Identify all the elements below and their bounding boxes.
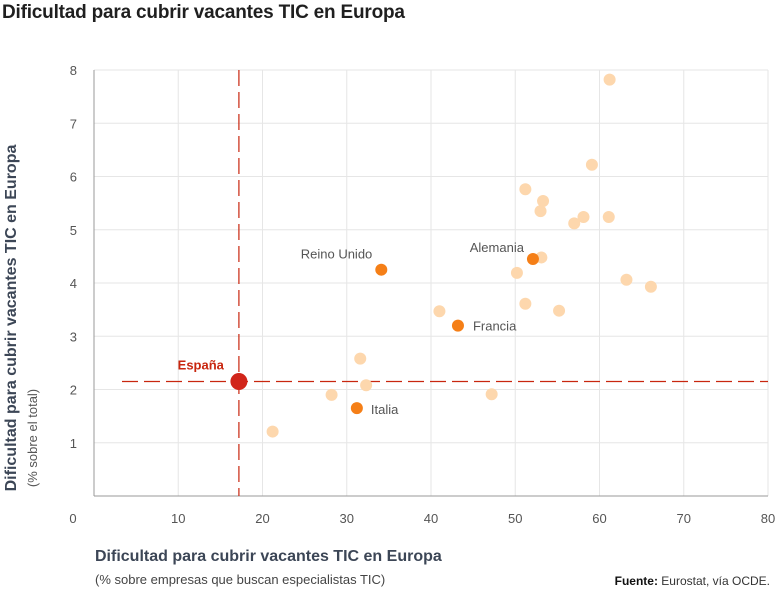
point-espana <box>230 373 248 391</box>
country-point <box>577 210 590 223</box>
country-point <box>519 183 532 196</box>
y-tick-label: 6 <box>70 170 77 185</box>
x-tick-label: 80 <box>761 511 775 526</box>
country-point <box>485 388 498 401</box>
country-point <box>553 304 566 317</box>
point-alemania <box>526 253 539 266</box>
x-axis-sublabel: (% sobre empresas que buscan especialist… <box>95 572 386 587</box>
country-point <box>519 297 532 310</box>
country-point <box>620 273 633 286</box>
x-tick-label: 40 <box>424 511 438 526</box>
y-tick-label: 7 <box>70 116 77 131</box>
point-francia <box>451 319 464 332</box>
label-reino-unido: Reino Unido <box>301 247 373 262</box>
x-tick-label: 50 <box>508 511 522 526</box>
x-tick-label: 70 <box>677 511 691 526</box>
y-axis-label: Dificultad para cubrir vacantes TIC en E… <box>3 145 20 492</box>
country-point <box>360 379 373 392</box>
y-tick-label: 8 <box>70 63 77 78</box>
label-alemania: Alemania <box>470 240 525 255</box>
country-point <box>644 280 657 293</box>
country-point <box>534 205 547 218</box>
reference-lines <box>122 70 768 496</box>
country-point <box>568 217 581 230</box>
country-point <box>603 73 616 86</box>
tick-labels: 0 10 20 30 40 50 60 70 80 1 2 3 4 5 6 7 8 <box>69 63 775 526</box>
y-tick-label: 4 <box>70 276 77 291</box>
x-tick-label: 20 <box>255 511 269 526</box>
grid <box>93 69 769 497</box>
point-labels: España Reino Unido Alemania Francia Italia <box>178 240 525 417</box>
x-tick-label: 30 <box>340 511 354 526</box>
country-point <box>602 210 615 223</box>
source-label: Fuente: <box>614 574 658 588</box>
country-point <box>266 425 279 438</box>
label-italia: Italia <box>371 402 399 417</box>
country-point <box>585 158 598 171</box>
country-point <box>433 305 446 318</box>
country-point <box>537 194 550 207</box>
y-tick-label: 5 <box>70 223 77 238</box>
point-italia <box>350 402 363 415</box>
y-tick-label: 3 <box>70 329 77 344</box>
country-point <box>354 352 367 365</box>
data-points <box>230 73 657 438</box>
label-francia: Francia <box>473 319 517 334</box>
country-point <box>510 266 523 279</box>
y-tick-label: 2 <box>70 383 77 398</box>
x-tick-label: 10 <box>171 511 185 526</box>
y-axis-sublabel: (% sobre el total) <box>25 389 40 487</box>
x-tick-label: 0 <box>69 511 76 526</box>
point-reino-unido <box>375 263 388 276</box>
country-point <box>325 388 338 401</box>
source-text: Eurostat, vía OCDE. <box>661 574 770 588</box>
x-axis-label: Dificultad para cubrir vacantes TIC en E… <box>95 548 442 565</box>
y-tick-label: 1 <box>70 436 77 451</box>
x-tick-label: 60 <box>592 511 606 526</box>
chart-title: Dificultad para cubrir vacantes TIC en E… <box>2 2 405 23</box>
source-note: Fuente: Eurostat, vía OCDE. <box>615 574 770 588</box>
label-espana: España <box>178 358 225 373</box>
